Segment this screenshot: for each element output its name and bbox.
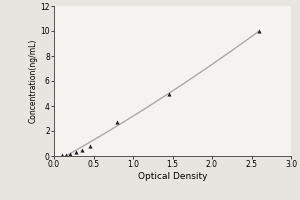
Point <box>59 154 64 157</box>
Point <box>68 152 72 155</box>
Point <box>166 92 171 95</box>
Point <box>257 29 262 33</box>
Point <box>79 148 84 151</box>
Y-axis label: Concentration(ng/mL): Concentration(ng/mL) <box>28 39 38 123</box>
Point <box>64 153 68 156</box>
Point <box>74 150 79 153</box>
X-axis label: Optical Density: Optical Density <box>138 172 207 181</box>
Point <box>115 121 120 124</box>
Point <box>87 144 92 148</box>
